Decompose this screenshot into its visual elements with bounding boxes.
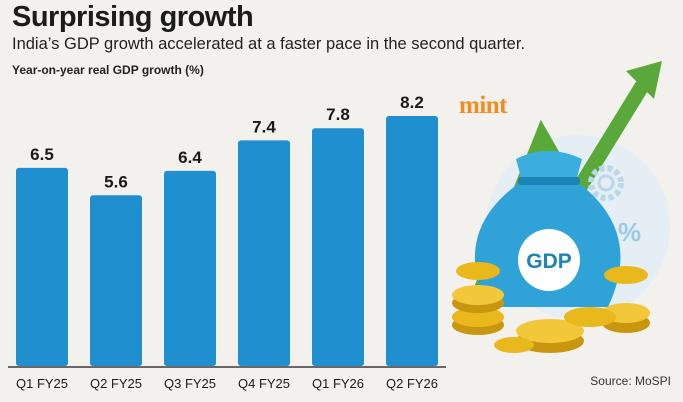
value-label: 8.2 xyxy=(400,93,424,112)
bar-q1-fy26 xyxy=(312,128,364,366)
value-label: 7.8 xyxy=(326,105,350,124)
bar-q2-fy25 xyxy=(90,195,142,366)
x-tick-label: Q2 FY26 xyxy=(386,376,438,391)
x-tick-label: Q1 FY26 xyxy=(312,376,364,391)
value-label: 7.4 xyxy=(252,117,276,136)
gdp-bag-label: GDP xyxy=(526,250,572,273)
arrow-head-icon xyxy=(626,61,662,99)
coin-stack-icon xyxy=(452,262,650,353)
chart-subtitle: India’s GDP growth accelerated at a fast… xyxy=(12,35,526,53)
chart-title: Surprising growth xyxy=(12,1,254,33)
x-tick-label: Q4 FY25 xyxy=(238,376,290,391)
x-tick-label: Q3 FY25 xyxy=(164,376,216,391)
x-tick-label: Q1 FY25 xyxy=(16,376,68,391)
value-label: 6.5 xyxy=(30,145,54,164)
mint-logo: mint xyxy=(459,92,508,119)
x-tick-label: Q2 FY25 xyxy=(90,376,142,391)
bar-q1-fy25 xyxy=(16,167,68,366)
y-axis-label: Year-on-year real GDP growth (%) xyxy=(12,63,204,77)
bar-q4-fy25 xyxy=(238,140,290,366)
money-bag-icon xyxy=(474,151,621,307)
bar-q2-fy26 xyxy=(386,116,438,366)
value-label: 5.6 xyxy=(104,172,128,191)
bar-q3-fy25 xyxy=(164,170,216,366)
value-label: 6.4 xyxy=(178,148,202,167)
percent-icon: % xyxy=(618,217,641,247)
bar-chart: 6.5 Q1 FY25 5.6 Q2 FY25 6.4 Q3 FY25 7.4 Q4 FY25… xyxy=(8,93,446,391)
gdp-growth-illustration: % GDP xyxy=(452,61,670,353)
gear-icon xyxy=(588,165,624,201)
source-note: Source: MoSPI xyxy=(590,374,671,388)
